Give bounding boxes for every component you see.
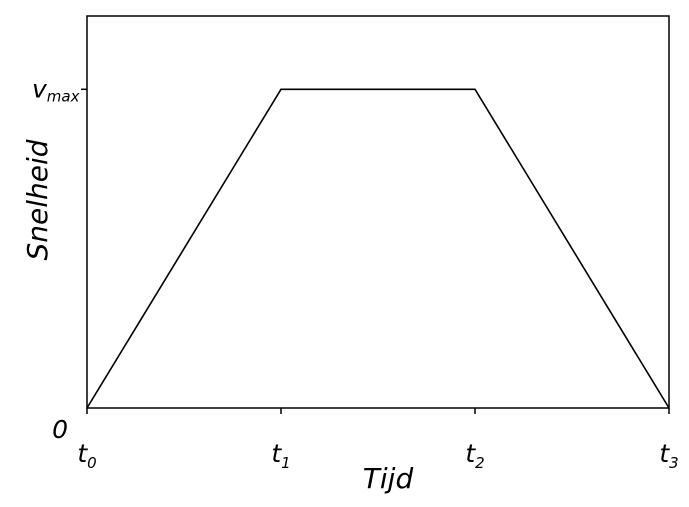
axis-ticks: [81, 88, 670, 414]
x-tick-label: t3: [659, 439, 678, 472]
x-axis-title: Tijd: [363, 462, 414, 495]
y-axis-title: Snelheid: [21, 139, 54, 260]
x-tick-label: t1: [271, 439, 290, 472]
tick-labels: t0 t1 t2 t3 0 vmax: [32, 74, 679, 472]
velocity-series-line: [86, 88, 670, 409]
x-tick-label: t0: [77, 439, 96, 472]
x-tick-label: t2: [465, 439, 484, 472]
y-tick-label: 0: [52, 415, 68, 444]
series-layer: [86, 88, 670, 409]
y-tick-label: vmax: [32, 74, 80, 105]
plot-frame: [86, 15, 670, 409]
